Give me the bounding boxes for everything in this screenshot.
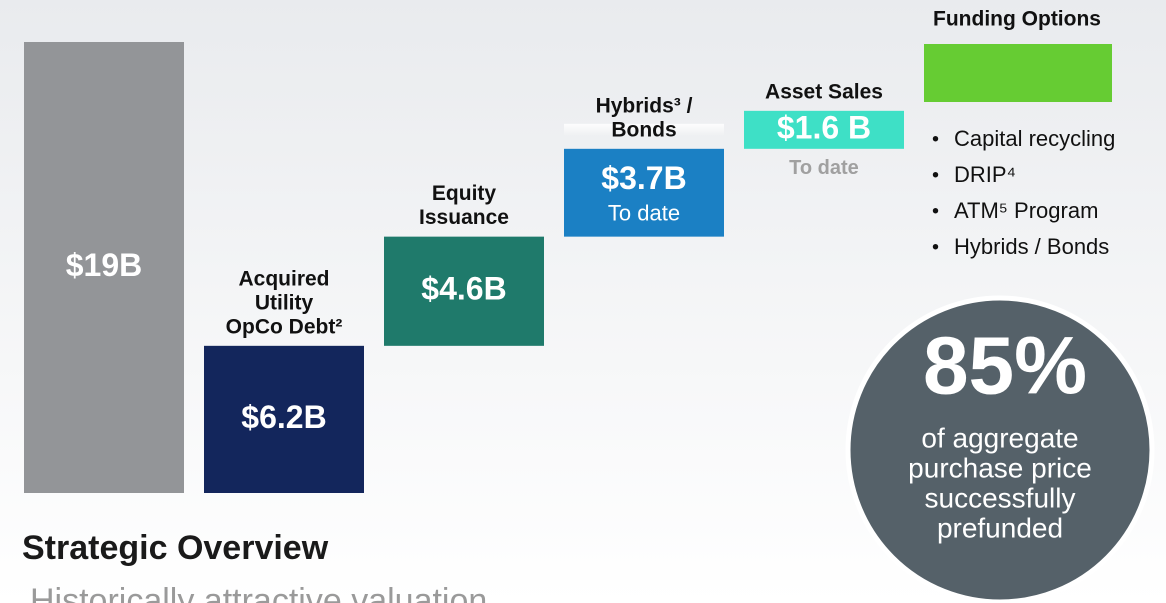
bullet: Historically attractive valuation <box>30 582 487 603</box>
category-label: Acquired <box>238 267 329 290</box>
funding-item: Hybrids / Bonds <box>954 234 1109 259</box>
funding-swatch <box>924 44 1112 102</box>
bar <box>744 110 904 149</box>
bar <box>24 42 184 493</box>
bullet-dot: • <box>932 128 939 150</box>
category-label: Utility <box>255 291 314 314</box>
category-label: Equity <box>432 182 496 205</box>
callout-line: of aggregate <box>921 422 1078 453</box>
funding-item: ATM⁵ Program <box>954 198 1098 223</box>
category-label: Hybrids³ / <box>596 94 693 117</box>
funding-item: Capital recycling <box>954 126 1115 151</box>
bar-sheen <box>564 123 724 174</box>
category-label: Issuance <box>419 206 509 229</box>
value-label: $19B <box>66 247 143 283</box>
value-label: $1.6 B <box>777 109 871 145</box>
bullet-dot: • <box>932 200 939 222</box>
value-label: $4.6B <box>421 271 506 307</box>
bullet-dot: • <box>932 164 939 186</box>
bar <box>384 236 544 346</box>
funding-title: Funding Options <box>933 8 1101 31</box>
heading: Strategic Overview <box>22 529 329 567</box>
callout-line: purchase price <box>908 452 1092 483</box>
note: To date <box>608 201 680 226</box>
value-label: $3.7B <box>601 160 686 196</box>
funding-item: DRIP⁴ <box>954 162 1016 187</box>
callout-line: prefunded <box>937 512 1063 543</box>
bar <box>204 345 364 493</box>
category-label: Asset Sales <box>765 80 883 103</box>
bullet-dot: • <box>932 236 939 258</box>
value-label: $6.2B <box>241 399 326 435</box>
callout-value: 85% <box>923 321 1087 412</box>
category-label: OpCo Debt² <box>226 315 343 338</box>
note: To date <box>789 157 859 179</box>
callout-line: successfully <box>925 482 1076 513</box>
category-label: Bonds <box>611 118 676 141</box>
callout-circle <box>845 295 1155 603</box>
